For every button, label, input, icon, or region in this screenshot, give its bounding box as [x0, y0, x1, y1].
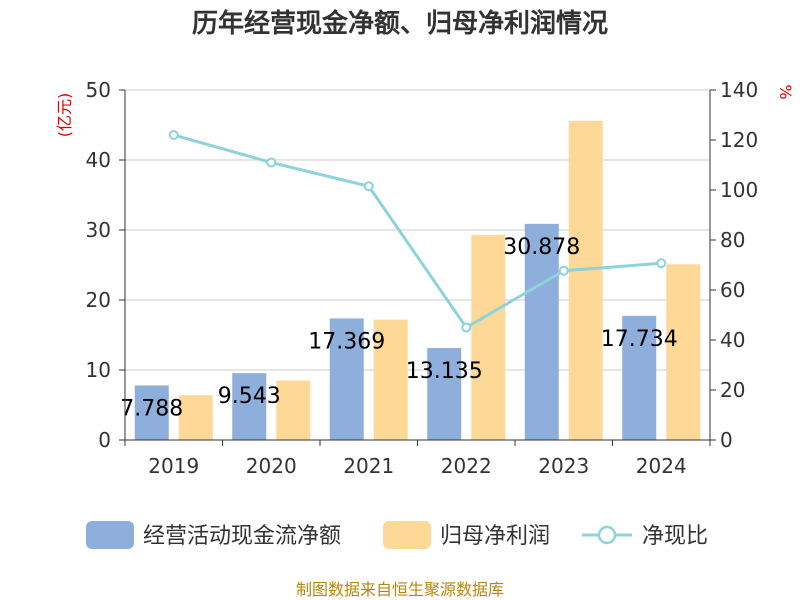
- y-left-axis-label: (亿元): [55, 93, 74, 138]
- bar-netprofit: [568, 120, 603, 441]
- source-note: 制图数据来自恒生聚源数据库: [296, 580, 504, 599]
- legend-label-ratio: 净现比: [642, 524, 708, 549]
- ratio-point: [168, 130, 179, 140]
- x-tick-label: 2022: [441, 454, 492, 478]
- bar-cashflow: [134, 385, 169, 440]
- data-label-cashflow: 9.543: [218, 384, 281, 409]
- bar-netprofit: [178, 395, 213, 440]
- x-tick-label: 2024: [636, 454, 687, 478]
- bar-netprofit: [373, 319, 408, 440]
- x-tick-label: 2023: [538, 454, 589, 478]
- bar-cashflow: [232, 373, 267, 440]
- legend-label-netprofit: 归母净利润: [440, 524, 550, 549]
- y-left-tick-label: 20: [86, 288, 111, 312]
- legend-swatch-cashflow: [86, 521, 134, 549]
- bar-cashflow: [524, 223, 559, 440]
- y-right-tick-label: 140: [720, 78, 758, 102]
- y-left-tick-label: 50: [86, 78, 111, 102]
- legend-marker-ratio: [597, 525, 617, 545]
- bar-cashflow: [329, 318, 364, 440]
- chart-title: 历年经营现金净额、归母净利润情况: [192, 8, 608, 39]
- y-left-tick-label: 40: [86, 148, 111, 172]
- ratio-point: [558, 265, 569, 276]
- bar-cashflow: [622, 315, 657, 440]
- y-right-tick-label: 40: [720, 328, 745, 352]
- legend-swatch-netprofit: [383, 521, 431, 549]
- line-series: [168, 130, 667, 333]
- y-right-axis-label: %: [776, 84, 795, 99]
- ratio-point: [461, 322, 472, 333]
- data-label-cashflow: 13.135: [406, 359, 483, 384]
- ratio-point: [656, 258, 667, 269]
- x-tick-label: 2020: [246, 454, 297, 478]
- data-label-cashflow: 17.369: [308, 329, 385, 354]
- data-label-cashflow: 17.734: [601, 327, 678, 352]
- ratio-point: [266, 157, 277, 168]
- data-label-cashflow: 30.878: [503, 235, 580, 260]
- x-tick-label: 2021: [343, 454, 394, 478]
- bar-netprofit: [471, 234, 506, 440]
- data-labels: 7.788 9.543 17.369 13.135 30.878 17.734: [120, 235, 677, 422]
- y-right-tick-label: 80: [720, 228, 745, 252]
- ratio-line: [173, 133, 662, 330]
- bar-cashflow: [427, 348, 462, 440]
- ratio-point: [363, 181, 374, 192]
- bars: [134, 120, 701, 441]
- x-tick-label: 2019: [148, 454, 199, 478]
- bar-netprofit: [666, 264, 701, 440]
- bar-netprofit: [276, 380, 311, 440]
- y-right-tick-label: 60: [720, 278, 745, 302]
- y-right-tick-label: 20: [720, 378, 745, 402]
- y-right-tick-label: 0: [720, 428, 733, 452]
- y-right-tick-label: 100: [720, 178, 758, 202]
- legend-label-cashflow: 经营活动现金流净额: [143, 524, 341, 549]
- y-left-tick-label: 0: [98, 428, 111, 452]
- y-left-tick-label: 10: [86, 358, 111, 382]
- axes: 0 10 20 30 40 50 0 20 40 60 80 100 120 140 2019 2020 202…: [86, 78, 759, 478]
- y-left-tick-label: 30: [86, 218, 111, 242]
- y-right-tick-label: 120: [720, 128, 758, 152]
- legend: 经营活动现金流净额 归母净利润 净现比: [86, 521, 708, 549]
- data-label-cashflow: 7.788: [120, 396, 183, 421]
